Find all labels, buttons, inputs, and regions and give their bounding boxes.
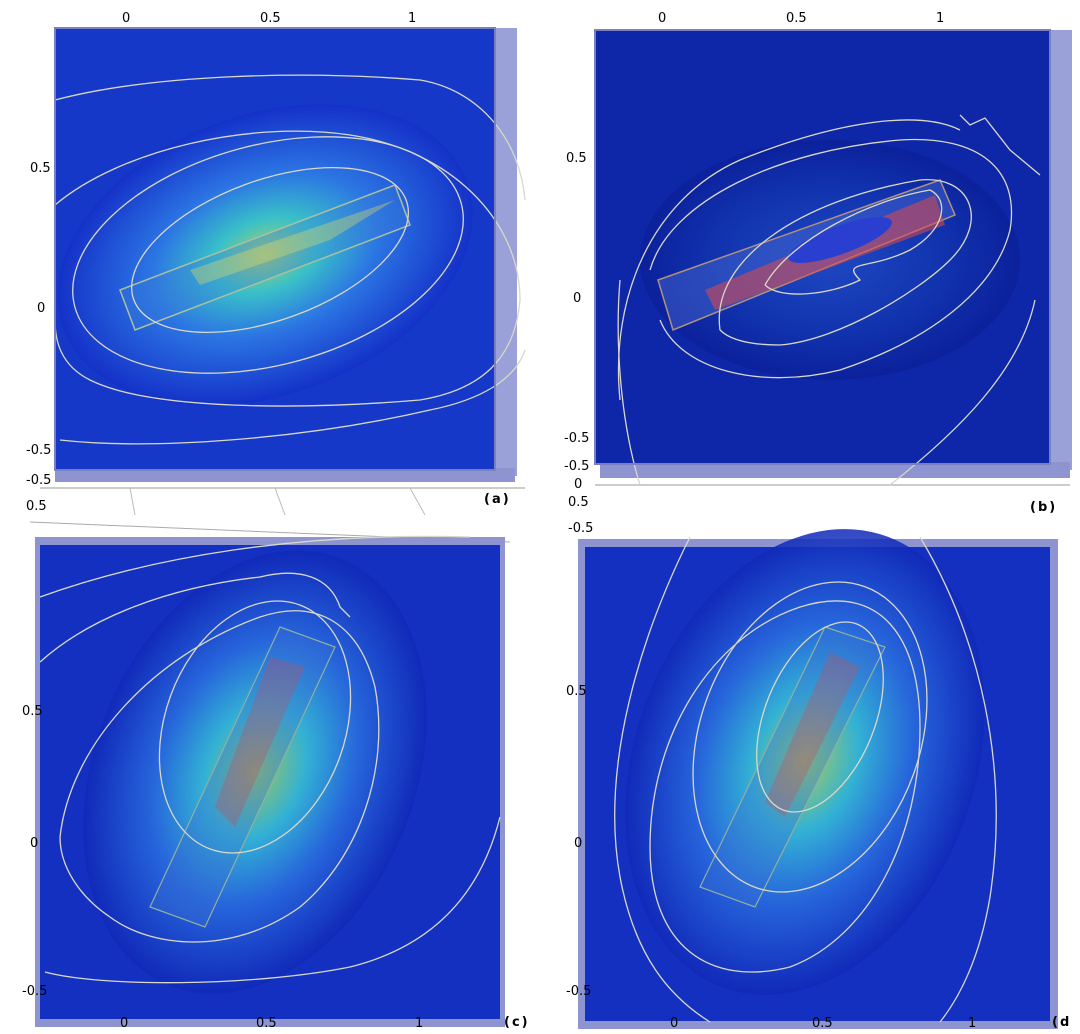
- contour-lines: [54, 74, 526, 445]
- left-tick: 0: [30, 836, 39, 851]
- top-tick: 1: [408, 11, 417, 26]
- electrode-bar: [119, 184, 411, 331]
- top-tick: -0.5: [568, 521, 594, 536]
- top-tick: 0: [658, 11, 667, 26]
- top-tick: 0: [122, 11, 131, 26]
- panel-b: 0 0.5 1 0.5 0 -0.5 -0.5 0 0.5 (b): [540, 0, 1080, 517]
- electrode-bar: [149, 626, 336, 928]
- panel-c: 0.5 0 -0.5 0 0.5 1 (c): [0, 517, 540, 1034]
- left-tick: -0.5: [22, 984, 48, 999]
- bottom-tick: 0: [670, 1016, 679, 1031]
- left-tick: 0.5: [566, 684, 587, 699]
- panel-d-plot: [578, 529, 1058, 1029]
- panel-label: (d: [1052, 1015, 1072, 1030]
- hot-region: [765, 652, 860, 817]
- left-tick: 0.5: [30, 161, 51, 176]
- hot-region: [215, 657, 305, 827]
- bottom-tick: 0: [120, 1016, 129, 1031]
- panel-label: (a): [484, 492, 511, 507]
- top-tick: 1: [936, 11, 945, 26]
- left-tick: 0: [574, 836, 583, 851]
- top-tick: 0.5: [260, 11, 281, 26]
- plot-frame: [54, 27, 496, 471]
- contour-lines: [39, 535, 501, 984]
- left-tick: -0.5: [564, 431, 590, 446]
- bottom-tick: 0.5: [256, 1016, 277, 1031]
- left-tick: 0: [573, 291, 582, 306]
- contour-lines: [614, 536, 997, 1023]
- bottom-tick: 0.5: [812, 1016, 833, 1031]
- left-tick: 0.5: [566, 151, 587, 166]
- electrode-bar: [699, 626, 886, 908]
- left-tick: -0.5: [26, 473, 52, 488]
- box-bottom-face: [55, 468, 515, 482]
- bottom-tick: 1: [415, 1016, 424, 1031]
- left-tick: 0: [37, 301, 46, 316]
- left-tick: 0.5: [568, 495, 589, 510]
- left-tick: -0.5: [566, 984, 592, 999]
- panel-a: 0 0.5 1 0.5 0 -0.5 -0.5 0.5 (a): [0, 0, 540, 517]
- panel-b-plot: [594, 29, 1072, 486]
- bottom-tick: 1: [968, 1016, 977, 1031]
- left-tick: -0.5: [564, 459, 590, 474]
- box-side-face: [495, 28, 517, 476]
- panel-c-plot: [29, 521, 511, 1027]
- panel-label: (c): [504, 1015, 530, 1030]
- panel-d: -0.5 0.5 0 -0.5 0 0.5 1 (d: [540, 517, 1080, 1034]
- left-tick: -0.5: [26, 443, 52, 458]
- left-tick: 0: [574, 477, 583, 492]
- left-tick: 0.5: [22, 704, 43, 719]
- top-tick: 0.5: [786, 11, 807, 26]
- panel-label: (b): [1030, 500, 1058, 515]
- left-tick: 0.5: [26, 499, 47, 514]
- hot-region: [190, 200, 395, 285]
- panel-a-plot: [40, 27, 526, 516]
